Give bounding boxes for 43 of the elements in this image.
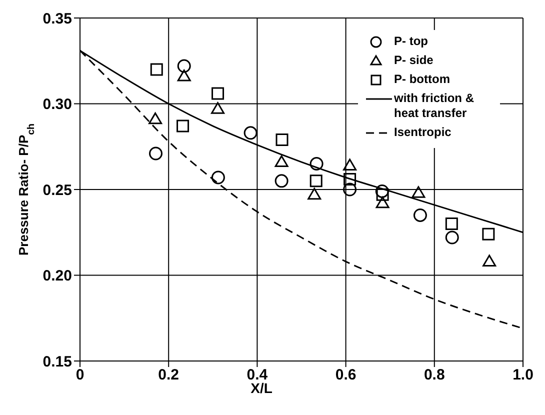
x-tick-label: 0.6 — [335, 366, 356, 384]
point — [276, 134, 288, 146]
point — [482, 228, 495, 240]
y-tick-label: 0.30 — [42, 96, 72, 114]
x-tick-label: 0 — [76, 366, 84, 384]
point — [211, 170, 225, 184]
point — [412, 186, 426, 198]
legend-label: P- top — [394, 34, 428, 49]
point — [211, 102, 225, 114]
point — [149, 146, 163, 160]
point — [244, 126, 258, 140]
y-tick-label: 0.25 — [42, 182, 72, 199]
point — [375, 184, 389, 198]
y-tick-label: 0.20 — [42, 268, 72, 285]
point — [274, 174, 288, 188]
legend-label: with friction & heat transfer — [394, 91, 475, 121]
point — [177, 70, 191, 82]
point — [376, 188, 389, 201]
x-tick-label: 0.8 — [424, 366, 445, 384]
point — [344, 172, 356, 186]
point — [176, 120, 190, 132]
legend-label: P- side — [394, 53, 434, 68]
point — [376, 196, 390, 208]
point — [413, 208, 427, 222]
point — [308, 188, 322, 200]
point — [212, 87, 224, 100]
y-tick-label: 0.15 — [42, 353, 72, 370]
point — [310, 174, 322, 188]
point — [343, 158, 357, 170]
point — [445, 218, 458, 230]
x-tick-label: 0.2 — [158, 366, 180, 384]
point — [310, 157, 324, 171]
point — [274, 155, 288, 168]
point — [148, 112, 162, 124]
legend-label: P- bottom — [394, 72, 450, 87]
y-tick-label: 0.35 — [42, 10, 72, 28]
point — [177, 59, 191, 73]
x-tick-label: 1.0 — [512, 366, 534, 384]
point — [445, 230, 459, 244]
point — [343, 182, 357, 196]
legend-label: Isentropic — [394, 125, 452, 140]
point — [482, 254, 496, 266]
point — [150, 63, 163, 76]
